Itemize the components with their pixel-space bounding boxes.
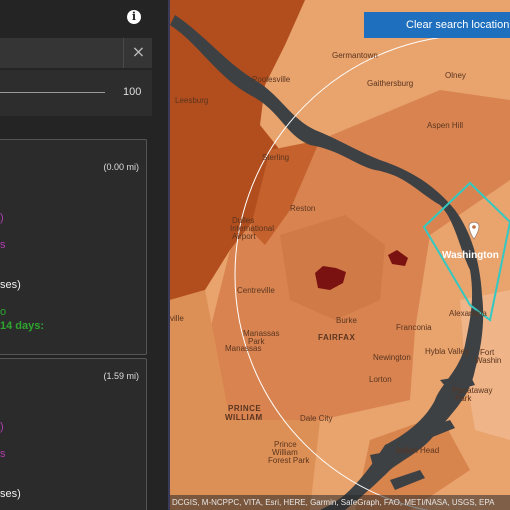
place-label: FAIRFAX	[318, 333, 355, 342]
place-label: International	[230, 224, 274, 233]
map-hotspot	[388, 250, 408, 266]
map-river	[440, 375, 475, 392]
card-text-fragment: )	[0, 212, 4, 224]
card-text-fragment: ses)	[0, 279, 21, 291]
place-label: Sterling	[262, 153, 289, 162]
results-panel: i × 100 (0.00 mi) ) s ses) o 14 days: (1…	[0, 0, 168, 510]
slider-max-label: 100	[123, 86, 142, 98]
place-label: Piscataway	[452, 386, 492, 395]
place-label: Lorton	[369, 375, 392, 384]
place-label: Burke	[336, 316, 357, 325]
map-river	[370, 450, 398, 466]
place-label: Aspen Hill	[427, 121, 463, 130]
place-label: Franconia	[396, 323, 432, 332]
place-label: Washington	[442, 250, 499, 261]
map-canvas[interactable]: Germantown Poolesville Gaithersburg Olne…	[170, 0, 510, 510]
panel-divider	[168, 0, 170, 510]
place-label: Manassas	[225, 344, 261, 353]
place-label: William	[272, 448, 298, 457]
place-label: PRINCE	[228, 404, 261, 413]
place-label: Centreville	[237, 286, 275, 295]
distance-slider[interactable]	[0, 92, 105, 93]
map-region-south-md	[355, 415, 470, 510]
place-label: Washin	[475, 356, 501, 365]
place-label: ville	[170, 314, 184, 323]
map-view[interactable]: Germantown Poolesville Gaithersburg Olne…	[170, 0, 510, 510]
distance-slider-row	[0, 70, 152, 116]
place-label: Hybla Valley	[425, 347, 469, 356]
dc-boundary	[422, 181, 510, 322]
map-hotspot	[315, 266, 346, 290]
place-label: Fort	[480, 348, 495, 357]
place-label: Dulles	[232, 216, 254, 225]
place-label: Leesburg	[175, 96, 208, 105]
card-text-fragment: )	[0, 421, 4, 433]
place-label: Poolesville	[252, 75, 291, 84]
place-label: Prince	[274, 440, 297, 449]
search-input[interactable]	[0, 38, 152, 68]
place-label: Alexandria	[449, 309, 487, 318]
place-label: Indian Head	[396, 446, 439, 455]
map-region-sterling	[250, 140, 320, 245]
close-icon[interactable]: ×	[123, 38, 153, 68]
card-text-fragment: s	[0, 448, 6, 460]
place-label: Airport	[232, 232, 256, 241]
place-label: Olney	[445, 71, 466, 80]
distance-label: (0.00 mi)	[103, 162, 139, 172]
result-card[interactable]: (0.00 mi) ) s ses) o 14 days:	[0, 139, 147, 355]
place-label: Gaithersburg	[367, 79, 413, 88]
result-card[interactable]: (1.59 mi) ) s ses)	[0, 358, 147, 510]
map-region-loudoun	[170, 0, 305, 300]
place-label: Newington	[373, 353, 411, 362]
clear-search-location-button[interactable]: Clear search location	[364, 12, 510, 38]
map-attribution: DCGIS, M-NCPPC, VITA, Esri, HERE, Garmin…	[170, 495, 510, 510]
info-icon[interactable]: i	[127, 10, 141, 24]
place-label: Manassas	[243, 329, 279, 338]
place-label: Park	[455, 394, 472, 403]
card-text-fragment: o	[0, 306, 7, 318]
card-text-fragment: 14 days:	[0, 320, 45, 332]
place-label: WILLIAM	[225, 413, 263, 422]
card-text-fragment: ses)	[0, 488, 21, 500]
place-label: Dale City	[300, 414, 332, 423]
place-label: Germantown	[332, 51, 378, 60]
place-label: Park	[248, 337, 265, 346]
location-pin-icon	[468, 221, 480, 240]
map-river	[420, 420, 455, 440]
map-river	[390, 470, 425, 490]
card-text-fragment: s	[0, 239, 6, 251]
place-label: Forest Park	[268, 456, 310, 465]
map-region-prince-william	[170, 290, 320, 510]
distance-label: (1.59 mi)	[103, 371, 139, 381]
panel-header: i	[0, 0, 168, 36]
place-label: Reston	[290, 204, 315, 213]
